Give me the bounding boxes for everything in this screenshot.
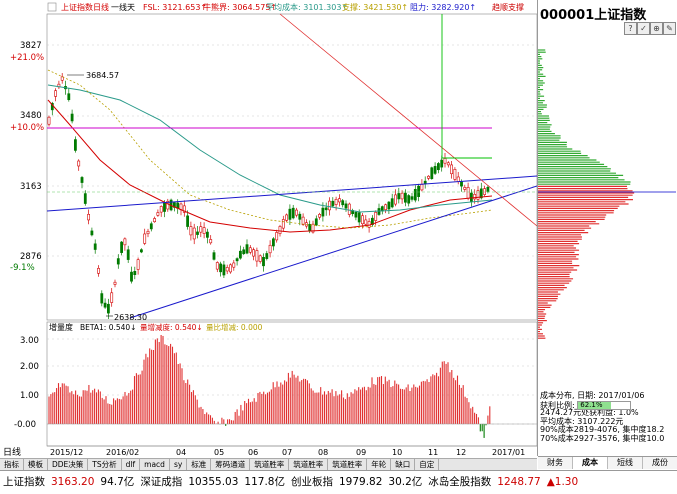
svg-text:2.00: 2.00 xyxy=(20,362,39,372)
volume-legend: 增量度 BETA1: 0.540↓ 量增减度: 0.540↓ 量比增减: 0.0… xyxy=(49,322,263,332)
legend-resistance: 阻力: 3282.920↑ xyxy=(410,2,476,12)
top-legend: 上证指数日线 一线天 FSL: 3121.653↑ 牛熊界: 3064.575↑… xyxy=(61,2,524,12)
svg-text:04: 04 xyxy=(176,448,186,456)
legend-toggle-icon xyxy=(47,2,57,12)
indicator-tab[interactable]: sy xyxy=(170,459,188,470)
ticker-value: ▲1.30 xyxy=(546,476,579,488)
legend-avgcost: 平均成本: 3101.303↑ xyxy=(266,2,348,12)
indicator-tab[interactable]: 筑道胜率 xyxy=(289,459,329,470)
legend-break: 趋顺支撑 xyxy=(492,2,524,12)
price-label: 2876 xyxy=(20,252,42,262)
side-tabs: 财务 成本 短线 成份 xyxy=(538,456,677,469)
svg-text:06: 06 xyxy=(248,448,258,456)
indicator-tab[interactable]: DDE决策 xyxy=(48,459,89,470)
legend-name: 上证指数日线 xyxy=(61,2,109,12)
indicator-tab[interactable]: dlf xyxy=(122,459,141,470)
profit-ratio-row: 获利比例: 62.1% xyxy=(540,400,664,410)
ticker-label[interactable]: 冰岛全股指数 xyxy=(428,476,492,488)
indicator-tab[interactable]: 标准 xyxy=(187,459,212,470)
cost-row: 90%成本2819-4076, 集中度18.2 xyxy=(540,425,665,435)
volume-bars xyxy=(47,334,537,438)
add-icon[interactable]: ⊕ xyxy=(650,22,663,35)
ticker-value: 117.8亿 xyxy=(244,476,285,488)
cost-row: 平均成本: 3107.222元 xyxy=(540,416,624,426)
indicator-tab[interactable]: 指标 xyxy=(0,459,24,470)
ticker-value: 3163.20 xyxy=(51,476,95,488)
indicator-tab[interactable]: 自定 xyxy=(415,459,440,470)
period-label: 日线 xyxy=(3,446,21,456)
legend-fsl: FSL: 3121.653↑ xyxy=(143,3,207,12)
svg-text:11: 11 xyxy=(428,448,438,456)
side-title: 000001上证指数 xyxy=(540,8,647,23)
price-label: +21.0% xyxy=(10,53,44,63)
svg-text:2015/12: 2015/12 xyxy=(50,448,83,456)
indicator-tab[interactable]: 筑道胜率 xyxy=(328,459,368,470)
side-panel: 000001上证指数 ? ✓ ⊕ ✎ 成本分布, 日期: 2017/01/06 … xyxy=(537,0,677,469)
indicator-tab[interactable]: TS分析 xyxy=(88,459,122,470)
svg-text:量增减度: 0.540↓: 量增减度: 0.540↓ xyxy=(140,322,203,332)
svg-text:08: 08 xyxy=(318,448,328,456)
profit-ratio-value: 62.1% xyxy=(580,400,603,409)
legend-support: 支撑: 3421.530↑ xyxy=(342,2,408,12)
check-icon[interactable]: ✓ xyxy=(637,22,650,35)
cost-date: 成本分布, 日期: 2017/01/06 xyxy=(540,391,645,400)
indicator-tab[interactable]: 模板 xyxy=(24,459,48,470)
indicator-tab[interactable]: 缺口 xyxy=(391,459,416,470)
volume-axis: 3.00 2.00 1.00 -0.00 xyxy=(14,336,39,430)
ticker-label[interactable]: 深证成指 xyxy=(140,476,183,488)
price-label: -9.1% xyxy=(10,263,35,273)
low-annotation: 2638.30 xyxy=(114,313,147,322)
legend-bull: 牛熊界: 3064.575↑ xyxy=(203,2,277,12)
cost-distribution-info: 成本分布, 日期: 2017/01/06 获利比例: 62.1% 2474.27… xyxy=(540,391,665,444)
price-axis: 3827 +21.0% 3480 +10.0% 3163 2876 -9.1% xyxy=(10,41,44,273)
profit-ratio-bar: 62.1% xyxy=(577,400,632,410)
price-label: +10.0% xyxy=(10,123,44,133)
help-icon[interactable]: ? xyxy=(624,22,637,35)
ticker-value: 30.2亿 xyxy=(388,476,423,488)
svg-text:3.00: 3.00 xyxy=(20,336,39,346)
ticker-value: 10355.03 xyxy=(188,476,239,488)
high-annotation: 3684.57 xyxy=(86,71,119,80)
svg-text:12: 12 xyxy=(456,448,466,456)
price-label: 3827 xyxy=(20,41,42,51)
svg-text:BETA1: 0.540↓: BETA1: 0.540↓ xyxy=(80,323,136,332)
svg-text:07: 07 xyxy=(282,448,292,456)
cost-row: 70%成本2927-3576, 集中度10.0 xyxy=(540,433,665,443)
tab-finance[interactable]: 财务 xyxy=(538,457,573,469)
tab-shortline[interactable]: 短线 xyxy=(608,457,643,469)
index-ticker: 上证指数 3163.20 94.7亿 深证成指 10355.03 117.8亿 创业板指 19… xyxy=(0,470,677,494)
cost-row: 2474.27元处获利盘: 1.0% xyxy=(540,408,639,418)
price-label: 3163 xyxy=(20,182,42,192)
svg-text:05: 05 xyxy=(214,448,224,456)
chart-canvas[interactable]: 上证指数日线 一线天 FSL: 3121.653↑ 牛熊界: 3064.575↑… xyxy=(0,0,538,458)
indicator-tab[interactable]: 年轮 xyxy=(367,459,392,470)
svg-text:2016/02: 2016/02 xyxy=(106,448,139,456)
svg-text:量比增减: 0.000: 量比增减: 0.000 xyxy=(206,322,263,332)
ticker-label[interactable]: 上证指数 xyxy=(3,476,45,488)
date-axis: 日线 2015/12 2016/02 04 05 06 07 08 09 10 … xyxy=(3,446,525,458)
price-label: 3480 xyxy=(20,111,42,121)
svg-text:2017/01: 2017/01 xyxy=(492,448,525,456)
indicator-tabs: 指标 模板 DDE决策 TS分析 dlf macd sy 标准 筹码通道 筑道胜率 筑道胜率 筑道胜率… xyxy=(0,458,537,470)
indicator-tab[interactable]: 筑道胜率 xyxy=(250,459,290,470)
svg-text:09: 09 xyxy=(356,448,366,456)
svg-text:10: 10 xyxy=(392,448,402,456)
chip-distribution xyxy=(538,49,676,339)
indicator-tab[interactable]: macd xyxy=(140,459,170,470)
ticker-value: 94.7亿 xyxy=(100,476,135,488)
ticker-label[interactable]: 创业板指 xyxy=(290,476,333,488)
ticker-value: 1248.77 xyxy=(497,476,541,488)
profit-ratio-label: 获利比例: xyxy=(540,400,575,410)
ticker-value: 1979.82 xyxy=(338,476,383,488)
candlesticks xyxy=(47,73,490,319)
svg-text:1.00: 1.00 xyxy=(20,391,39,401)
tab-cost[interactable]: 成本 xyxy=(573,457,608,469)
svg-text:-0.00: -0.00 xyxy=(14,420,36,430)
tab-constituents[interactable]: 成份 xyxy=(643,457,677,469)
indicator-tab[interactable]: 筹码通道 xyxy=(211,459,251,470)
kline-chart[interactable]: 上证指数日线 一线天 FSL: 3121.653↑ 牛熊界: 3064.575↑… xyxy=(0,0,538,458)
svg-text:增量度: 增量度 xyxy=(49,322,73,332)
edit-icon[interactable]: ✎ xyxy=(663,22,676,35)
legend-period: 一线天 xyxy=(111,2,135,12)
